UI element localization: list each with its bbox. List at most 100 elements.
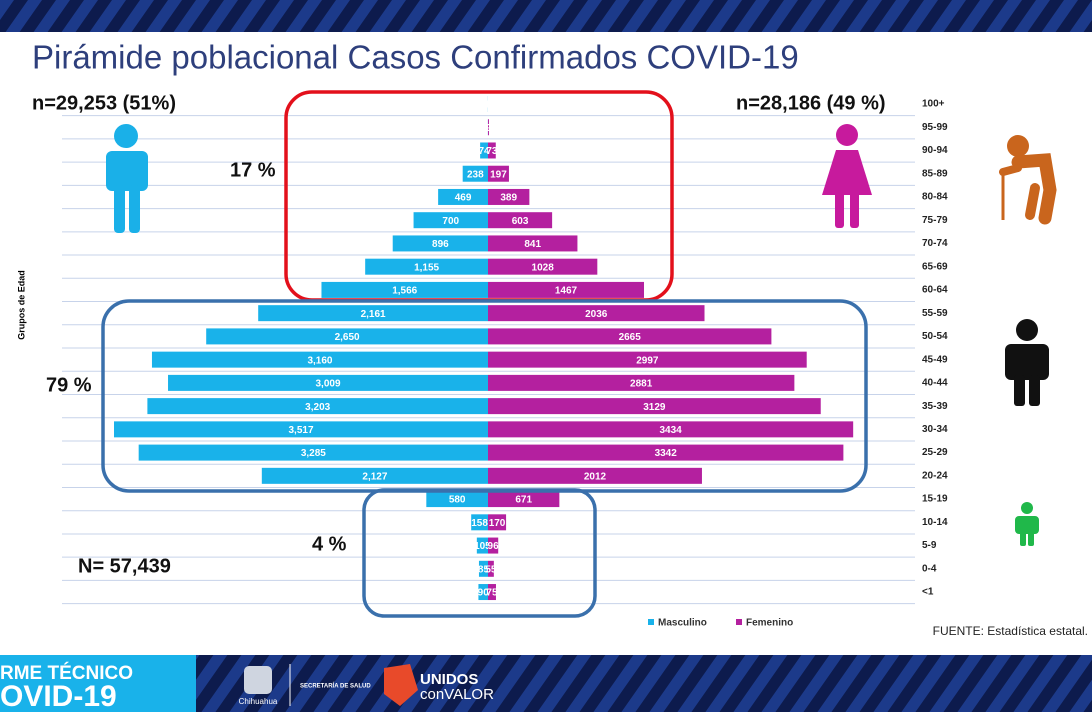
footer-report-box [0,655,196,712]
category-label: 90-94 [922,145,948,156]
icon-woman [822,124,872,228]
category-label: 40-44 [922,378,948,389]
value-label: 1,155 [414,262,439,273]
category-label: 55-59 [922,308,948,319]
value-label: 1467 [555,286,578,297]
bar [488,444,844,461]
value-label: 9 [486,123,492,134]
category-label: 100+ [922,99,945,110]
bar [488,281,645,298]
value-label: 2012 [584,471,607,482]
value-label: 75 [486,588,498,599]
category-label: 35-39 [922,401,948,412]
value-label: 3,285 [301,448,326,459]
pct-adults: 79 % [46,374,92,396]
bar [488,212,553,229]
bar [478,584,488,601]
bar [365,258,488,275]
value-label: 469 [455,193,472,204]
value-label: 55 [485,564,497,575]
legend-swatch [736,619,742,625]
category-label: 0-4 [922,563,937,574]
frame-young [362,488,597,618]
bar [488,258,598,275]
value-label: 2997 [636,355,659,366]
bar [413,212,488,229]
bar [147,398,488,415]
value-label: 671 [515,495,532,506]
bar [488,491,560,508]
value-label: 1 [485,100,491,111]
value-label: 580 [449,495,466,506]
bar [261,467,488,484]
category-label: 20-24 [922,470,948,481]
bar [488,398,821,415]
value-label: 2,650 [335,332,360,343]
value-label: 2881 [630,379,653,390]
category-label: 25-29 [922,447,948,458]
pct-elderly: 17 % [230,159,276,181]
category-label: 65-69 [922,261,948,272]
source: FUENTE: Estadística estatal. [933,624,1088,638]
slogan-line2: conVALOR [420,686,494,703]
bar [206,328,488,345]
value-label: 389 [500,193,517,204]
legend-label: Masculino [658,618,707,629]
icon-man [106,124,148,233]
bar [462,165,488,182]
value-label: 158 [471,518,488,529]
bar [151,351,488,368]
value-label: 3,009 [315,379,340,390]
report-line2: OVID-19 [0,680,117,712]
value-label: 2036 [585,309,608,320]
value-label: 841 [524,239,541,250]
chart-title: Pirámide poblacional Casos Confirmados C… [32,39,799,76]
value-label: 170 [489,518,506,529]
male-total: n=29,253 (51%) [32,92,176,114]
value-label: 3,160 [307,355,332,366]
state-shield [244,666,272,694]
value-label: 2,161 [361,309,386,320]
category-label: 10-14 [922,517,948,528]
category-label: <1 [922,587,934,598]
bar [488,188,530,205]
ministry: SECRETARÍA DE SALUD [300,682,371,690]
legend-swatch [648,619,654,625]
pct-young: 4 % [312,533,347,555]
category-label: 15-19 [922,494,948,505]
bar [488,328,772,345]
category-label: 85-89 [922,168,948,179]
category-label: 70-74 [922,238,948,249]
category-label: 50-54 [922,331,948,342]
bar [488,514,507,531]
slogan-logo [384,664,418,706]
bar [488,142,496,159]
category-label: 45-49 [922,354,948,365]
value-label: 0 [485,100,491,111]
value-label: 73 [486,146,498,157]
value-label: 1,566 [392,286,417,297]
bar [480,142,488,159]
state-name: Chihuahua [239,697,278,706]
value-label: 105 [474,541,491,552]
bar [471,514,488,531]
bar [476,537,488,554]
value-label: 3129 [643,402,666,413]
icon-adult [1005,319,1049,406]
value-label: 2,127 [362,471,387,482]
category-label: 75-79 [922,215,948,226]
bar [488,235,578,252]
bar [392,235,488,252]
bar [114,421,488,438]
bar [478,560,488,577]
bar [488,374,795,391]
bar [321,281,488,298]
value-label: 3342 [655,448,678,459]
y-axis-label: Grupos de Edad [16,270,26,340]
grand-total: N= 57,439 [78,555,171,577]
bar [488,351,807,368]
value-label: 700 [442,216,459,227]
bar [488,537,499,554]
value-label: 90 [478,588,490,599]
category-label: 95-99 [922,122,948,133]
